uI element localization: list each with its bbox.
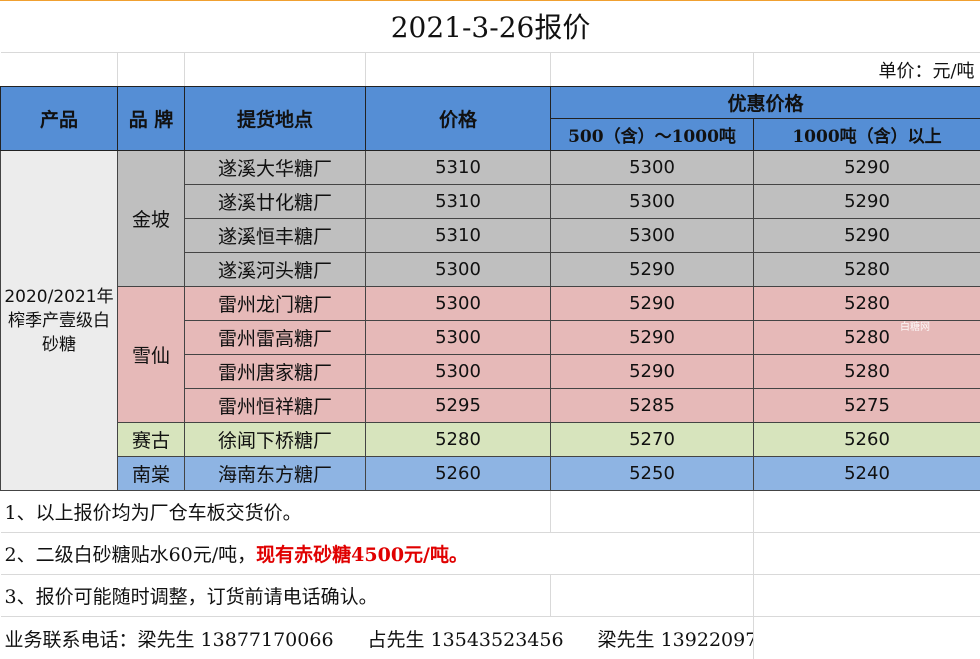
note-2-highlight: 现有赤砂糖4500元/吨。 xyxy=(256,544,468,566)
blank-cell[interactable] xyxy=(753,490,980,533)
table-row: 遂溪恒丰糖厂 5310 5300 5290 xyxy=(1,218,980,253)
price-cell[interactable]: 5280 xyxy=(365,422,551,457)
tier2-cell[interactable]: 5280 xyxy=(752,286,980,321)
contact-3: 梁先生 13922097758 xyxy=(597,628,753,651)
tier1-cell[interactable]: 5290 xyxy=(550,320,754,355)
contact-2: 占先生 13543523456 xyxy=(367,628,564,651)
location-cell[interactable]: 雷州雷高糖厂 xyxy=(184,320,366,355)
table-row: 赛古 徐闻下桥糖厂 5280 5270 5260 xyxy=(1,422,980,457)
header-brand: 品 牌 xyxy=(117,86,185,151)
note-2-text: 2、二级白砂糖贴水60元/吨， xyxy=(4,544,257,566)
location-cell[interactable]: 遂溪廿化糖厂 xyxy=(184,184,366,219)
location-cell[interactable]: 徐闻下桥糖厂 xyxy=(184,422,366,457)
header-location: 提货地点 xyxy=(184,86,366,151)
tier1-cell[interactable]: 5290 xyxy=(550,286,754,321)
tier2-cell[interactable]: 5280 xyxy=(752,320,980,355)
blank-cell[interactable] xyxy=(550,574,754,617)
price-cell[interactable]: 5310 xyxy=(365,218,551,253)
table-row: 雪仙 雷州龙门糖厂 5300 5290 5280 xyxy=(1,286,980,423)
brand-nantang[interactable]: 南棠 xyxy=(117,456,185,491)
blank-cell[interactable] xyxy=(184,52,366,87)
tier2-cell[interactable]: 5280 xyxy=(752,252,980,287)
header-product: 产品 xyxy=(0,86,118,151)
tier1-cell[interactable]: 5300 xyxy=(550,150,754,185)
brand-saigu[interactable]: 赛古 xyxy=(117,422,185,457)
price-cell[interactable]: 5300 xyxy=(365,286,551,321)
location-cell[interactable]: 雷州恒祥糖厂 xyxy=(184,388,366,423)
header-price: 价格 xyxy=(365,86,551,151)
table-row: 2020/2021年榨季产壹级白砂糖 金坡 遂溪大华糖厂 5310 5300 5… xyxy=(0,150,980,491)
location-cell[interactable]: 海南东方糖厂 xyxy=(184,456,366,491)
table-row: 雷州雷高糖厂 5300 5290 5280 xyxy=(1,320,980,355)
tier2-cell[interactable]: 5240 xyxy=(752,456,980,491)
blank-cell[interactable] xyxy=(753,574,980,617)
tier1-cell[interactable]: 5250 xyxy=(550,456,754,491)
watermark-text: 白糖网 xyxy=(900,322,930,333)
location-cell[interactable]: 遂溪河头糖厂 xyxy=(184,252,366,287)
contact-1: 梁先生 13877170066 xyxy=(137,628,334,651)
brand-xuexian[interactable]: 雪仙 xyxy=(117,286,185,423)
blank-cell[interactable] xyxy=(753,532,980,575)
tier2-cell[interactable]: 5280 xyxy=(752,354,980,389)
tier1-cell[interactable]: 5300 xyxy=(550,218,754,253)
price-cell[interactable]: 5310 xyxy=(365,184,551,219)
top-accent-line xyxy=(0,0,980,1)
location-cell[interactable]: 雷州龙门糖厂 xyxy=(184,286,366,321)
note-2[interactable]: 2、二级白砂糖贴水60元/吨，现有赤砂糖4500元/吨。 xyxy=(0,532,754,575)
tier1-cell[interactable]: 5290 xyxy=(550,354,754,389)
note-3[interactable]: 3、报价可能随时调整，订货前请电话确认。 xyxy=(0,574,551,617)
table-row: 雷州唐家糖厂 5300 5290 5280 xyxy=(1,354,980,389)
tier2-cell[interactable]: 5290 xyxy=(752,150,980,185)
header-tier2: 1000吨（含）以上 xyxy=(752,118,980,151)
table-row: 南棠 海南东方糖厂 5260 5250 5240 xyxy=(1,456,980,491)
contact-line[interactable]: 业务联系电话：梁先生 13877170066 占先生 13543523456 梁先生… xyxy=(0,616,754,659)
table-row: 雷州恒祥糖厂 5295 5285 5275 xyxy=(1,388,980,423)
tier1-cell[interactable]: 5285 xyxy=(550,388,754,423)
tier1-cell[interactable]: 5290 xyxy=(550,252,754,287)
header-tier1: 500（含）～1000吨 xyxy=(550,118,754,151)
contact-label: 业务联系电话： xyxy=(4,628,138,651)
price-cell[interactable]: 5300 xyxy=(365,320,551,355)
brand-jinpo[interactable]: 金坡 xyxy=(117,150,185,287)
blank-cell[interactable] xyxy=(753,616,980,659)
blank-cell[interactable] xyxy=(117,52,185,87)
tier2-cell[interactable]: 5275 xyxy=(752,388,980,423)
note-1[interactable]: 1、以上报价均为厂仓车板交货价。 xyxy=(0,490,551,533)
table-row: 遂溪河头糖厂 5300 5290 5280 xyxy=(1,252,980,287)
location-cell[interactable]: 雷州唐家糖厂 xyxy=(184,354,366,389)
price-cell[interactable]: 5310 xyxy=(365,150,551,185)
tier2-cell[interactable]: 5290 xyxy=(752,218,980,253)
blank-cell[interactable] xyxy=(365,52,551,87)
product-cell[interactable]: 2020/2021年榨季产壹级白砂糖 xyxy=(0,150,118,491)
price-cell[interactable]: 5295 xyxy=(365,388,551,423)
blank-cell[interactable] xyxy=(0,52,118,87)
tier2-cell[interactable]: 5260 xyxy=(752,422,980,457)
tier2-cell[interactable]: 5290 xyxy=(752,184,980,219)
table-row: 遂溪廿化糖厂 5310 5300 5290 xyxy=(1,184,980,219)
blank-cell[interactable] xyxy=(550,52,754,87)
blank-cell[interactable] xyxy=(550,490,754,533)
tier1-cell[interactable]: 5300 xyxy=(550,184,754,219)
price-cell[interactable]: 5300 xyxy=(365,252,551,287)
tier1-cell[interactable]: 5270 xyxy=(550,422,754,457)
location-cell[interactable]: 遂溪大华糖厂 xyxy=(184,150,366,185)
header-discount: 优惠价格 xyxy=(549,86,980,119)
page-title: 2021-3-26报价 xyxy=(0,0,980,53)
price-cell[interactable]: 5300 xyxy=(365,354,551,389)
unit-label: 单价：元/吨 xyxy=(753,52,980,87)
location-cell[interactable]: 遂溪恒丰糖厂 xyxy=(184,218,366,253)
price-cell[interactable]: 5260 xyxy=(365,456,551,491)
